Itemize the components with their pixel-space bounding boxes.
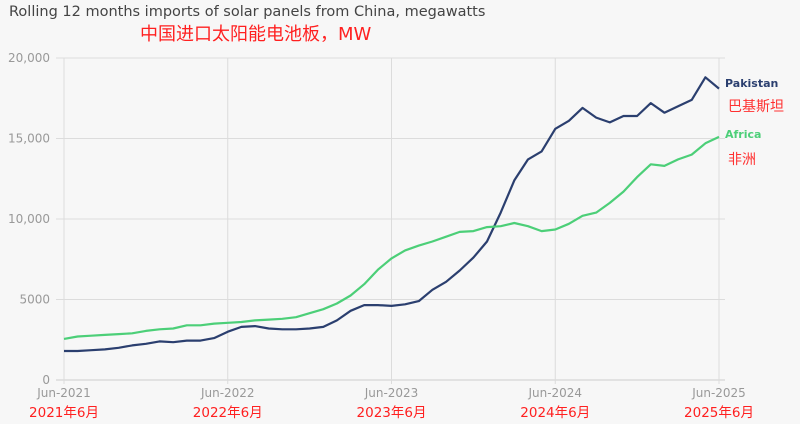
y-tick-label: 15,000 xyxy=(8,132,50,146)
chart-subtitle-cn: 中国进口太阳能电池板，MW xyxy=(140,24,372,45)
series-line-africa xyxy=(63,135,720,340)
x-tick-label: Jun-2024 xyxy=(527,386,582,400)
y-tick-label: 5000 xyxy=(19,293,50,307)
x-tick-label-cn: 2024年6月 xyxy=(520,405,590,421)
series-lines xyxy=(63,76,720,353)
x-tick-label-cn: 2021年6月 xyxy=(29,405,99,421)
x-tick-label: Jun-2022 xyxy=(200,386,255,400)
x-tick-label: Jun-2021 xyxy=(36,386,91,400)
series-label-cn-africa: 非洲 xyxy=(728,152,756,168)
x-tick-label-cn: 2025年6月 xyxy=(684,405,754,421)
y-tick-label: 0 xyxy=(42,373,50,387)
grid xyxy=(56,57,725,384)
series-label-cn-pakistan: 巴基斯坦 xyxy=(728,98,784,115)
chart-title: Rolling 12 months imports of solar panel… xyxy=(9,4,486,20)
series-labels: Pakistan 巴基斯坦 Africa 非洲 xyxy=(725,77,784,168)
y-tick-label: 20,000 xyxy=(8,51,50,65)
x-tick-label-cn: 2023年6月 xyxy=(357,405,427,421)
x-tick-label: Jun-2023 xyxy=(364,386,419,400)
series-label-africa: Africa xyxy=(725,128,761,141)
series-label-pakistan: Pakistan xyxy=(725,77,778,90)
y-tick-label: 10,000 xyxy=(8,212,50,226)
x-axis: Jun-2021 2021年6月 Jun-2022 2022年6月 Jun-2023 20… xyxy=(29,386,754,421)
x-tick-label: Jun-2025 xyxy=(691,386,746,400)
x-tick-label-cn: 2022年6月 xyxy=(193,405,263,421)
series-line-pakistan xyxy=(64,76,720,353)
y-axis: 0 5000 10,000 15,000 20,000 xyxy=(8,51,50,387)
